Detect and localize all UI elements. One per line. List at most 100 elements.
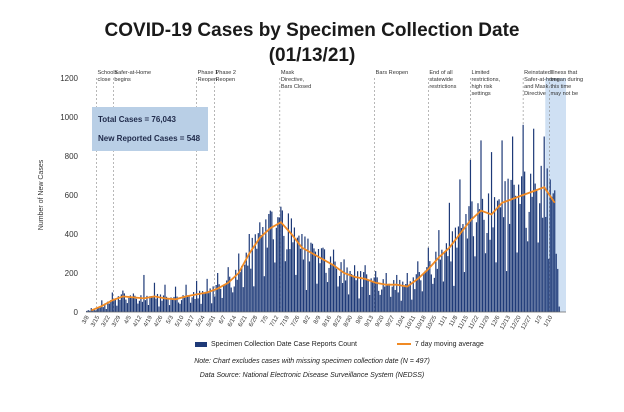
daily-case-bar: [238, 253, 240, 312]
daily-case-bar: [353, 265, 356, 312]
y-tick-label: 600: [65, 191, 79, 200]
daily-case-bar: [96, 308, 98, 312]
daily-case-bar: [313, 248, 315, 312]
x-tick-label: 11/1: [438, 314, 449, 327]
daily-case-bar: [189, 302, 192, 312]
daily-case-bar: [209, 288, 211, 312]
daily-case-bar: [548, 258, 550, 312]
chart-title: COVID-19 Cases by Specimen Collection Da…: [104, 20, 520, 41]
daily-case-bar: [456, 247, 458, 312]
daily-case-bar: [183, 297, 186, 312]
daily-case-bar: [501, 140, 503, 312]
daily-case-bar: [150, 296, 153, 312]
daily-case-bar: [132, 293, 135, 312]
daily-case-bar: [329, 256, 332, 312]
x-tick-label: 5/10: [174, 314, 185, 328]
daily-case-bar: [143, 274, 145, 312]
daily-case-bar: [290, 218, 293, 312]
daily-case-bar: [158, 306, 160, 312]
daily-case-bar: [268, 213, 270, 312]
daily-case-bar: [111, 292, 113, 312]
daily-case-bar: [92, 310, 94, 312]
daily-case-bar: [493, 197, 496, 312]
x-tick-label: 3/29: [111, 314, 122, 328]
daily-case-bar: [192, 292, 195, 312]
daily-case-bar: [247, 265, 249, 312]
x-tick-label: 9/6: [355, 314, 365, 325]
daily-case-bar: [89, 310, 91, 312]
daily-case-bar: [379, 294, 381, 312]
daily-case-bar: [543, 136, 545, 312]
daily-case-bar: [165, 296, 168, 312]
new-cases-label: New Reported Cases = 548: [98, 134, 201, 143]
x-tick-label: 12/27: [520, 314, 533, 331]
daily-case-bar: [415, 274, 417, 312]
daily-case-bar: [317, 249, 320, 312]
totals-box: Total Cases = 76,043 New Reported Cases …: [92, 107, 208, 151]
x-tick-label: 8/23: [332, 314, 343, 328]
daily-case-bar: [557, 268, 559, 312]
x-tick-label: 9/27: [385, 314, 396, 328]
daily-case-bar: [215, 284, 217, 312]
daily-case-bar: [438, 230, 440, 312]
daily-case-bar: [357, 271, 359, 312]
daily-case-bar: [254, 234, 256, 312]
x-tick-label: 9/13: [364, 314, 375, 328]
daily-case-bar: [188, 296, 190, 312]
legend-line-label: 7 day moving average: [414, 341, 484, 348]
daily-case-bar: [403, 286, 405, 312]
daily-case-bar: [349, 270, 351, 312]
daily-case-bar: [450, 261, 452, 312]
event-annotation: Safer-at-Home begins: [114, 70, 151, 83]
daily-case-bar: [277, 217, 279, 312]
daily-case-bar: [186, 295, 189, 312]
daily-case-bar: [140, 295, 142, 312]
daily-case-bar: [114, 298, 116, 312]
daily-case-bar: [478, 209, 481, 312]
daily-case-bar: [156, 293, 159, 312]
daily-case-bar: [242, 287, 244, 312]
daily-case-bar: [519, 203, 521, 312]
x-tick-label: 4/12: [132, 314, 143, 328]
x-tick-label: 1/10: [543, 314, 554, 328]
daily-case-bar: [307, 238, 309, 312]
daily-case-bar: [352, 275, 354, 312]
chart-source: Data Source: National Electronic Disease…: [199, 372, 425, 379]
daily-case-bar: [110, 300, 112, 312]
daily-case-bar: [366, 274, 368, 312]
daily-case-bar: [448, 202, 451, 312]
daily-case-bar: [326, 282, 329, 312]
daily-case-bar: [197, 298, 199, 312]
daily-case-bar: [343, 259, 345, 312]
daily-case-bar: [272, 239, 274, 312]
daily-case-bar: [161, 300, 163, 312]
daily-case-bar: [263, 276, 265, 312]
daily-case-bar: [304, 236, 306, 312]
daily-case-bar: [412, 277, 414, 312]
x-tick-label: 9/20: [375, 314, 386, 328]
daily-case-bar: [141, 301, 144, 312]
moving-average-line: [90, 186, 556, 312]
daily-case-bar: [432, 283, 434, 312]
daily-case-bar: [205, 291, 207, 312]
daily-case-bar: [406, 273, 408, 312]
daily-case-bar: [451, 231, 454, 312]
daily-case-bar: [546, 168, 548, 312]
daily-case-bar: [515, 195, 517, 312]
daily-case-bar: [265, 219, 267, 312]
x-tick-label: 8/16: [322, 314, 333, 328]
daily-case-bar: [418, 272, 420, 312]
daily-case-bar: [200, 303, 202, 312]
daily-case-bar: [230, 287, 232, 312]
daily-case-bar: [162, 295, 165, 312]
daily-case-bar: [314, 251, 317, 312]
daily-case-bar: [138, 300, 141, 312]
daily-case-bar: [363, 272, 365, 312]
daily-case-bar: [177, 302, 180, 312]
daily-case-bar: [182, 295, 184, 312]
daily-case-bar: [131, 296, 133, 312]
daily-case-bar: [152, 297, 154, 312]
event-annotation: End of all statewide restrictions: [429, 70, 456, 90]
daily-case-bar: [400, 300, 402, 312]
daily-case-bar: [481, 198, 484, 312]
